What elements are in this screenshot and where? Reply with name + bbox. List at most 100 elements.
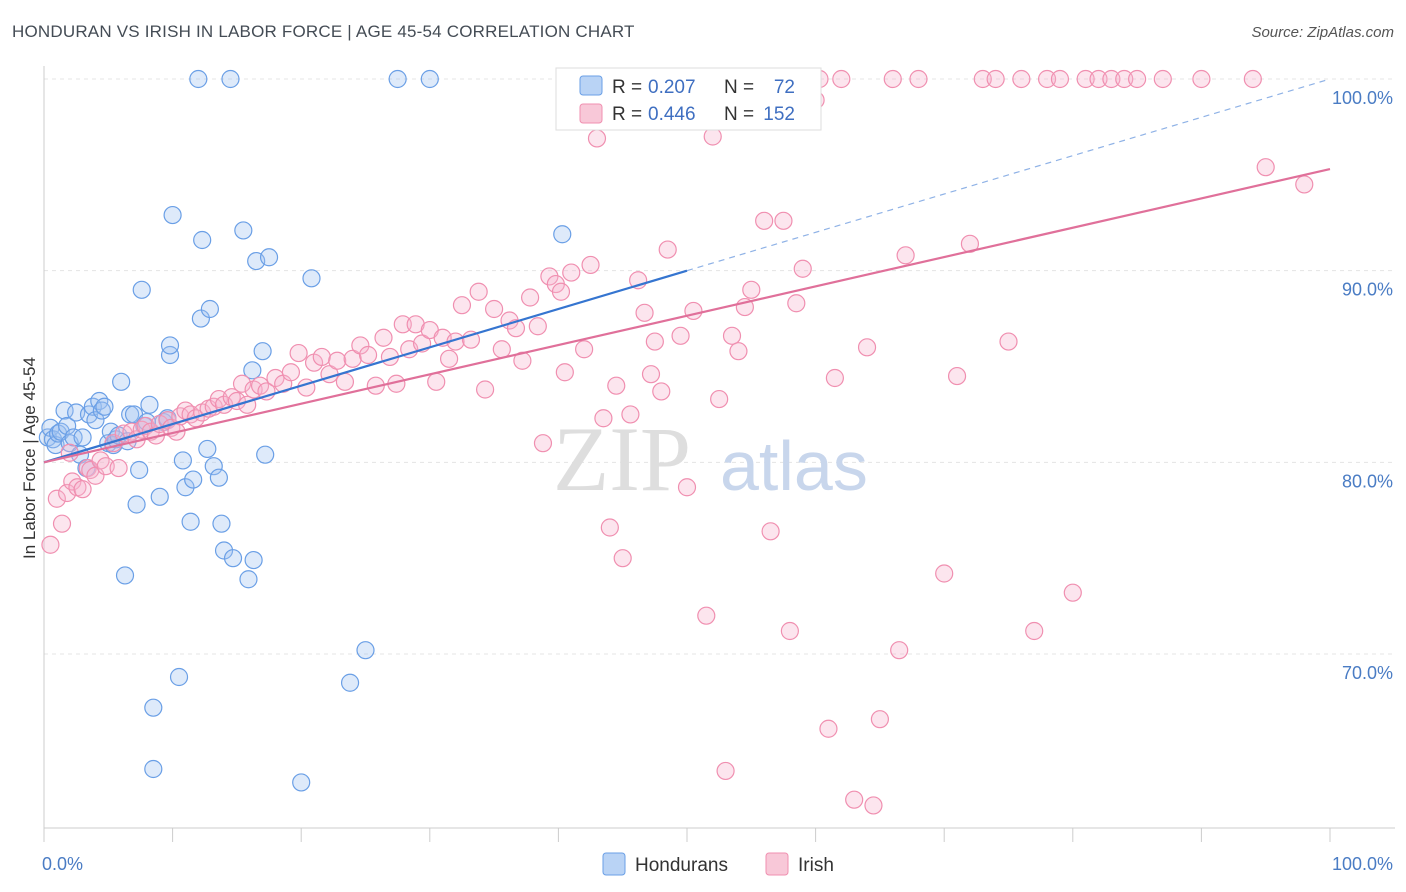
- point-irish: [575, 340, 594, 359]
- point-irish: [1102, 69, 1121, 89]
- point-irish: [1192, 69, 1211, 89]
- point-irish: [1115, 69, 1134, 89]
- point-irish: [960, 234, 980, 253]
- point-irish: [427, 372, 446, 391]
- point-irish: [1050, 69, 1070, 89]
- point-honduran: [160, 336, 180, 355]
- point-honduran: [144, 698, 163, 717]
- legend-swatch-hondurans: [579, 75, 603, 96]
- point-irish: [621, 405, 640, 424]
- point-irish: [1243, 69, 1262, 89]
- point-irish: [551, 282, 571, 301]
- point-irish: [374, 328, 393, 347]
- legend-r-value-hondurans: 0.207: [648, 77, 696, 98]
- point-honduran: [150, 487, 169, 506]
- point-honduran: [388, 69, 407, 89]
- bottom-legend-label-irish: Irish: [798, 855, 834, 876]
- point-irish: [883, 69, 902, 89]
- point-irish: [635, 303, 654, 322]
- legend-swatch-irish: [579, 103, 603, 124]
- watermark-atlas: atlas: [720, 427, 868, 505]
- point-honduran: [127, 495, 146, 514]
- point-irish: [607, 376, 626, 395]
- point-honduran: [420, 69, 439, 89]
- point-honduran: [209, 468, 228, 487]
- legend-r-label-hondurans: R =: [612, 77, 642, 98]
- point-irish: [716, 761, 735, 781]
- point-irish: [999, 332, 1018, 351]
- point-irish: [485, 299, 504, 319]
- point-irish: [645, 332, 664, 351]
- point-irish: [973, 69, 992, 89]
- chart-title: HONDURAN VS IRISH IN LABOR FORCE | AGE 4…: [12, 22, 635, 41]
- point-irish: [52, 514, 72, 533]
- legend-n-label-irish: N =: [724, 104, 754, 125]
- point-irish: [1063, 583, 1082, 602]
- point-honduran: [221, 69, 240, 89]
- y-tick-label: 100.0%: [1332, 88, 1393, 108]
- point-honduran: [73, 428, 92, 447]
- point-irish: [47, 489, 66, 508]
- chart-source: Source: ZipAtlas.com: [1251, 24, 1394, 41]
- point-irish: [63, 472, 82, 491]
- point-irish: [600, 518, 619, 537]
- legend-r-value-irish: 0.446: [648, 104, 696, 125]
- point-irish: [232, 374, 252, 393]
- point-honduran: [46, 435, 65, 455]
- trend-lines: [43, 78, 1331, 464]
- point-honduran: [204, 457, 223, 476]
- point-honduran: [173, 451, 192, 470]
- point-honduran: [198, 439, 217, 459]
- point-honduran: [55, 401, 74, 420]
- point-irish: [469, 282, 488, 301]
- point-irish: [658, 240, 677, 259]
- legend-n-label-hondurans: N =: [724, 77, 754, 98]
- point-irish: [641, 365, 661, 384]
- point-honduran: [132, 280, 151, 299]
- point-honduran: [292, 773, 311, 792]
- axes: [43, 66, 1395, 842]
- point-irish: [594, 409, 613, 428]
- point-honduran: [184, 470, 203, 489]
- x-tick-label: 100.0%: [1332, 854, 1393, 874]
- point-irish: [581, 255, 600, 275]
- point-irish: [684, 301, 703, 321]
- y-tick-labels: 70.0% 80.0% 90.0% 100.0%: [1332, 88, 1393, 683]
- point-irish: [1025, 621, 1044, 641]
- point-honduran: [160, 345, 180, 365]
- point-irish: [825, 368, 844, 388]
- point-honduran: [356, 641, 375, 660]
- point-honduran: [112, 372, 131, 391]
- bottom-legend-swatch-hondurans: [602, 852, 626, 876]
- point-irish: [528, 317, 547, 336]
- point-honduran: [223, 549, 243, 568]
- point-irish: [335, 372, 355, 391]
- point-honduran: [243, 361, 262, 380]
- point-irish: [351, 336, 370, 355]
- point-irish: [1256, 158, 1275, 177]
- point-irish: [935, 564, 954, 583]
- y-axis-title: In Labor Force | Age 45-54: [20, 357, 39, 559]
- x-tick-labels: 0.0% 100.0%: [42, 854, 1393, 874]
- point-irish: [870, 710, 890, 729]
- point-honduran: [244, 550, 263, 570]
- point-irish: [1295, 175, 1314, 194]
- point-irish: [1153, 69, 1172, 89]
- point-irish: [947, 366, 967, 386]
- point-irish: [1089, 69, 1108, 89]
- point-irish: [761, 522, 780, 541]
- point-irish: [890, 641, 909, 660]
- point-honduran: [144, 759, 163, 779]
- point-irish: [652, 382, 671, 401]
- point-irish: [819, 719, 838, 738]
- point-irish: [857, 338, 877, 357]
- point-irish: [703, 127, 722, 146]
- point-irish: [91, 451, 110, 470]
- point-honduran: [169, 667, 189, 687]
- point-honduran: [163, 205, 182, 225]
- point-irish: [671, 326, 690, 345]
- legend-n-value-irish: 152: [763, 104, 795, 125]
- point-irish: [41, 535, 60, 554]
- point-irish: [613, 549, 632, 568]
